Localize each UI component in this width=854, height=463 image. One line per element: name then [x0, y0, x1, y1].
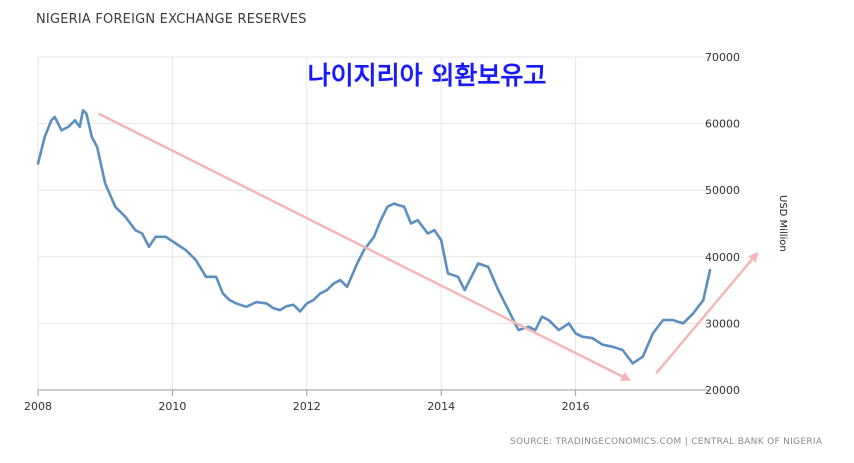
y-tick-label: 50000: [705, 184, 740, 197]
decline-arrow: [97, 112, 632, 382]
x-tick-label: 2014: [427, 400, 455, 413]
tick-label-layer: 20000 30000 40000 50000 60000 70000 2008 2010 20…: [24, 51, 740, 413]
y-tick-label: 70000: [705, 51, 740, 64]
series-line: [36, 109, 712, 365]
series-layer: [36, 109, 712, 365]
x-tick-label: 2012: [293, 400, 321, 413]
y-tick-label: 20000: [705, 384, 740, 397]
y-axis-label: USD Million: [777, 195, 788, 252]
overlay-title: 나이지리아 외환보유고: [307, 61, 547, 90]
grid-layer: [37, 56, 710, 396]
x-tick-label: 2008: [24, 400, 52, 413]
x-tick-label: 2016: [562, 400, 590, 413]
chart-title: NIGERIA FOREIGN EXCHANGE RESERVES: [36, 12, 307, 27]
source-note: SOURCE: TRADINGECONOMICS.COM | CENTRAL B…: [510, 437, 823, 447]
y-tick-label: 30000: [705, 317, 740, 330]
recovery-arrow: [655, 251, 759, 375]
y-tick-label: 60000: [705, 118, 740, 131]
y-tick-label: 40000: [705, 251, 740, 264]
annotation-layer: [97, 112, 759, 382]
x-tick-label: 2010: [158, 400, 186, 413]
